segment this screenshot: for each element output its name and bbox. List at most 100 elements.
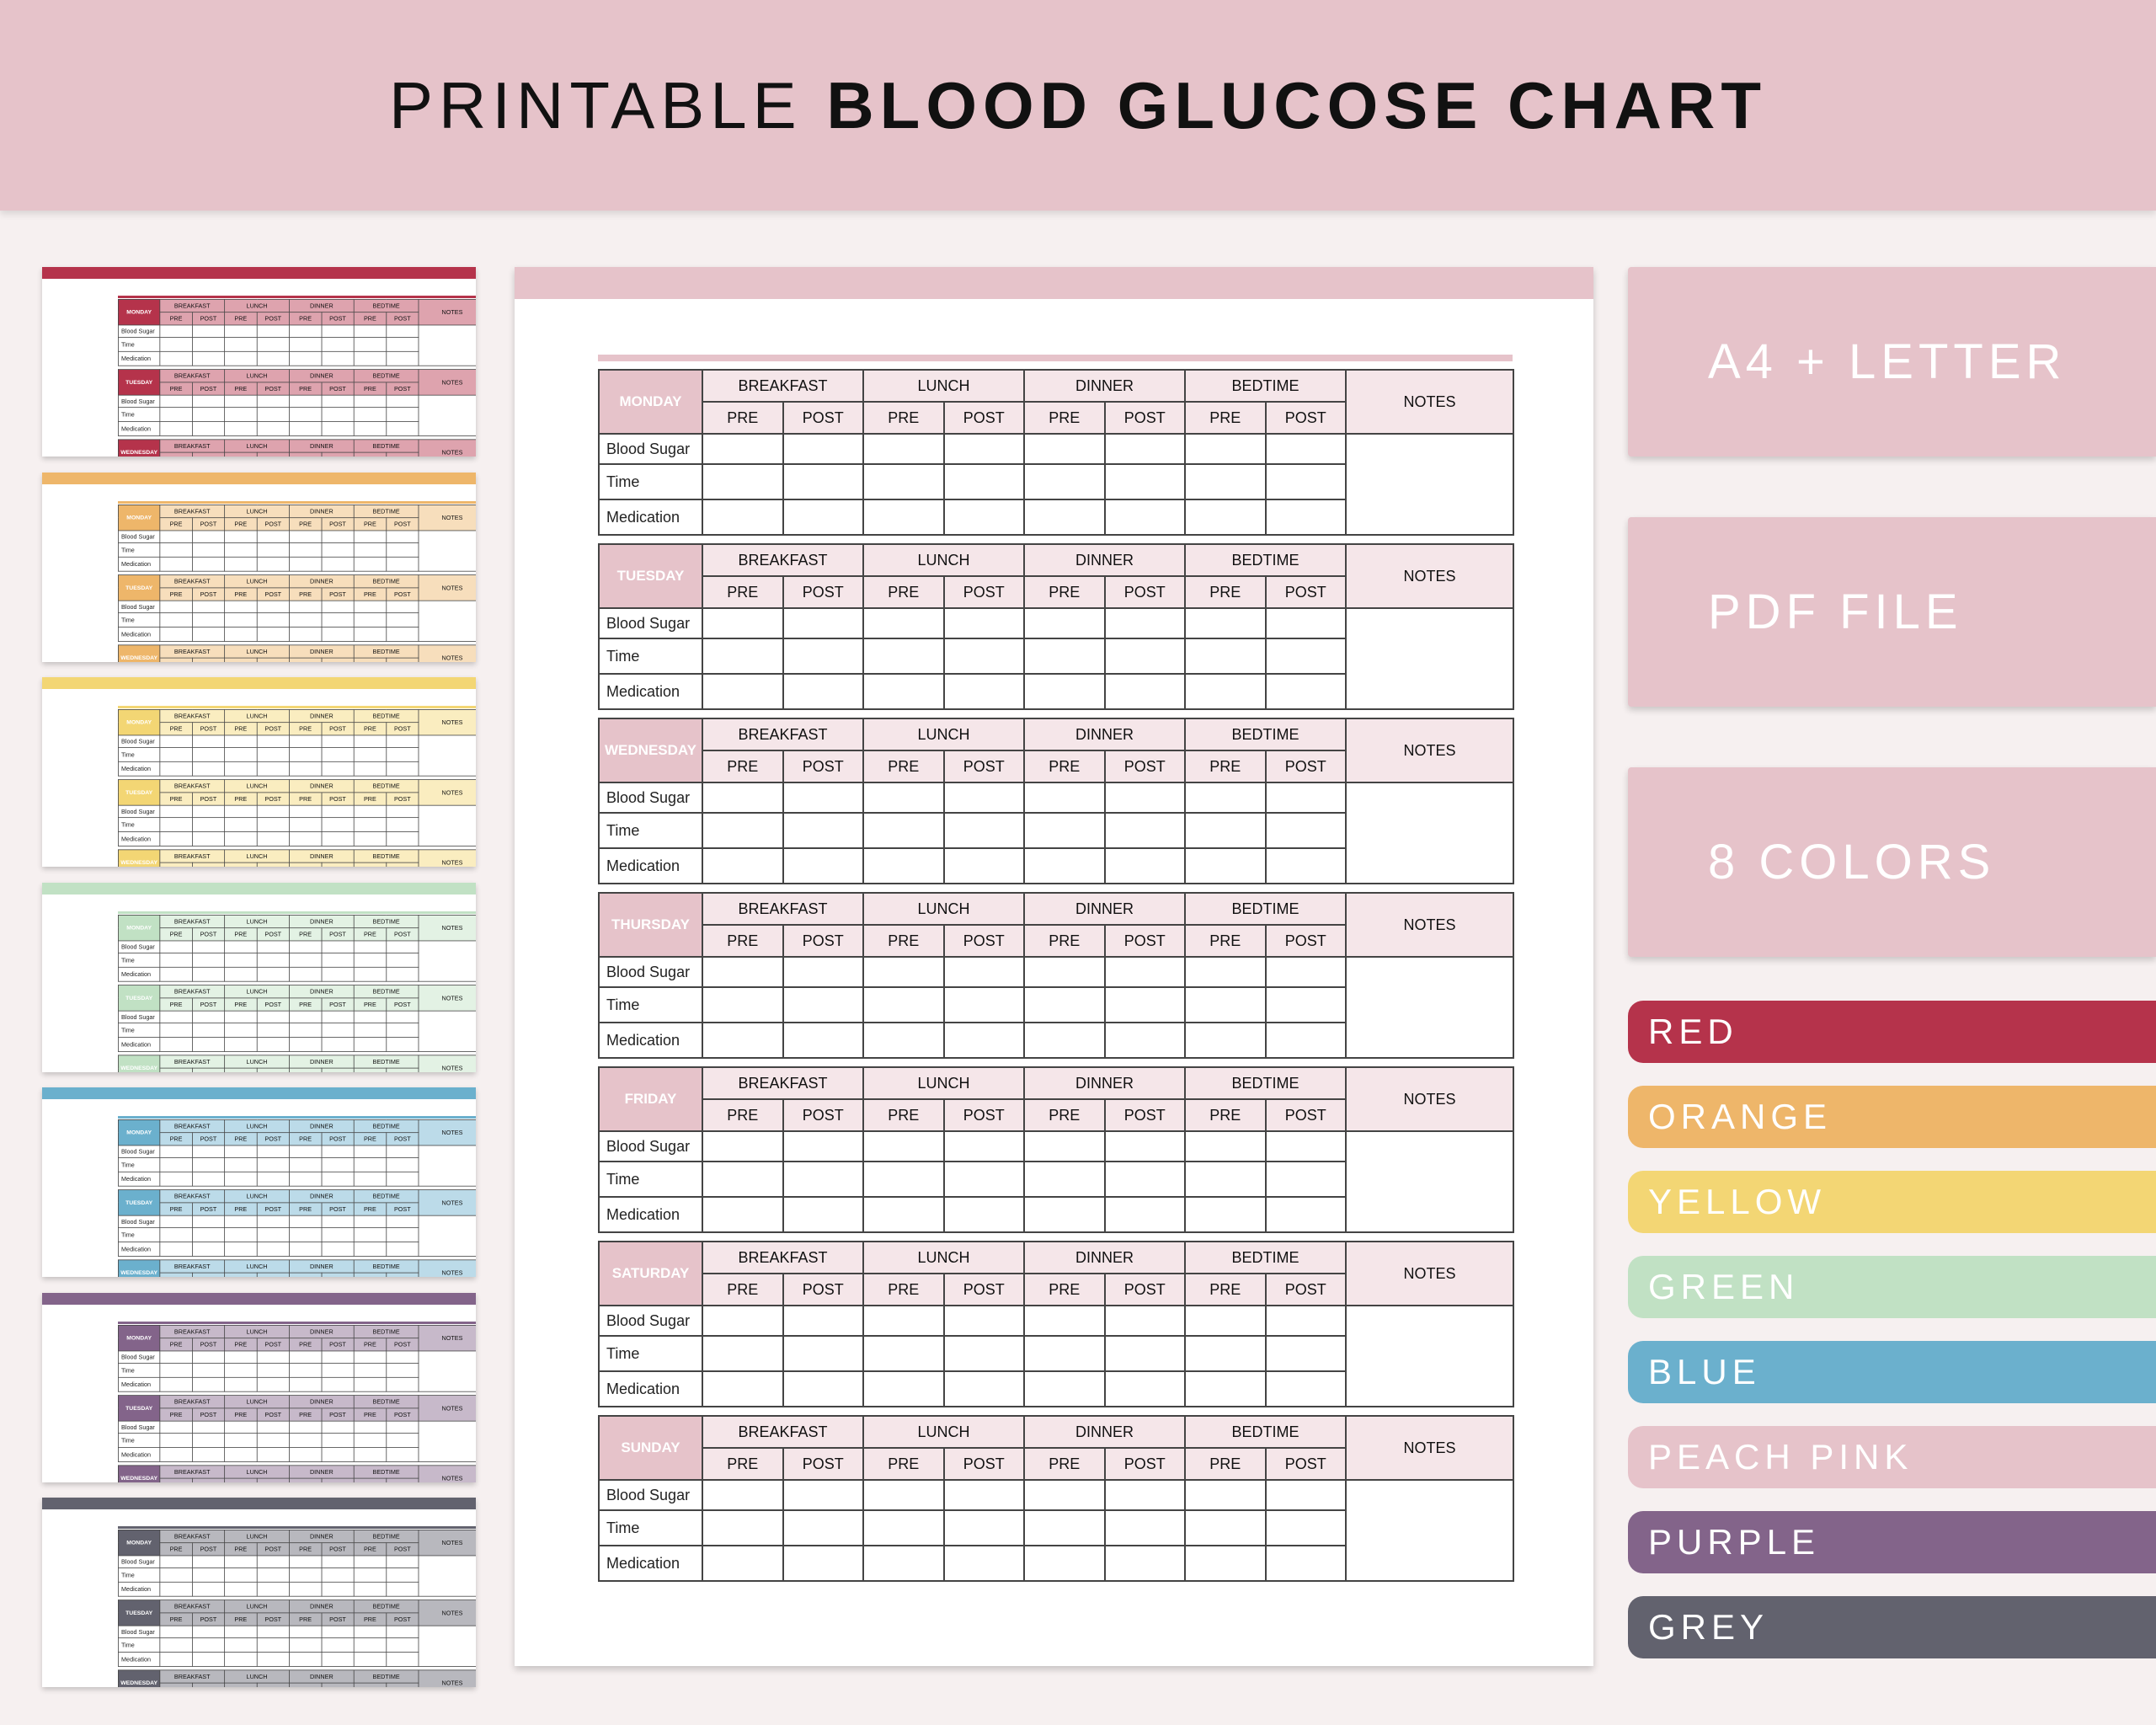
entry-cell[interactable]	[942, 847, 1026, 884]
entry-cell[interactable]	[321, 831, 355, 846]
entry-cell[interactable]	[321, 966, 355, 982]
entry-cell[interactable]	[386, 530, 419, 543]
entry-cell[interactable]	[321, 1022, 355, 1038]
entry-cell[interactable]	[289, 394, 323, 409]
entry-cell[interactable]	[224, 407, 258, 422]
entry-cell[interactable]	[942, 1370, 1026, 1407]
entry-cell[interactable]	[1023, 499, 1106, 536]
entry-cell[interactable]	[702, 607, 784, 639]
entry-cell[interactable]	[353, 611, 387, 628]
entry-cell[interactable]	[1103, 986, 1187, 1023]
entry-cell[interactable]	[289, 324, 323, 338]
entry-cell[interactable]	[224, 324, 258, 338]
entry-cell[interactable]	[321, 1350, 355, 1364]
entry-cell[interactable]	[159, 747, 193, 762]
entry-cell[interactable]	[256, 337, 290, 352]
entry-cell[interactable]	[224, 600, 258, 613]
entry-cell[interactable]	[1264, 986, 1348, 1023]
entry-cell[interactable]	[159, 1010, 193, 1023]
entry-cell[interactable]	[353, 556, 387, 572]
entry-cell[interactable]	[353, 1157, 387, 1172]
entry-cell[interactable]	[159, 407, 193, 422]
entry-cell[interactable]	[159, 1157, 193, 1172]
entry-cell[interactable]	[224, 940, 258, 953]
entry-cell[interactable]	[191, 556, 226, 572]
entry-cell[interactable]	[159, 1555, 193, 1568]
entry-cell[interactable]	[942, 1161, 1026, 1198]
entry-cell[interactable]	[386, 350, 419, 366]
entry-cell[interactable]	[1264, 1545, 1348, 1582]
entry-cell[interactable]	[862, 638, 945, 675]
entry-cell[interactable]	[256, 1420, 290, 1434]
entry-cell[interactable]	[256, 1446, 290, 1462]
entry-cell[interactable]	[942, 1130, 1026, 1162]
entry-cell[interactable]	[289, 1637, 323, 1653]
entry-cell[interactable]	[1023, 1196, 1106, 1233]
entry-cell[interactable]	[1184, 1479, 1267, 1511]
entry-cell[interactable]	[353, 337, 387, 352]
entry-cell[interactable]	[942, 782, 1026, 814]
entry-cell[interactable]	[289, 600, 323, 613]
entry-cell[interactable]	[353, 324, 387, 338]
notes-cell[interactable]	[418, 1215, 476, 1257]
entry-cell[interactable]	[702, 1370, 784, 1407]
entry-cell[interactable]	[321, 542, 355, 558]
entry-cell[interactable]	[159, 1567, 193, 1583]
entry-cell[interactable]	[353, 761, 387, 777]
entry-cell[interactable]	[256, 1350, 290, 1364]
entry-cell[interactable]	[353, 1036, 387, 1052]
entry-cell[interactable]	[321, 1215, 355, 1229]
entry-cell[interactable]	[224, 1567, 258, 1583]
entry-cell[interactable]	[782, 1130, 864, 1162]
entry-cell[interactable]	[321, 611, 355, 628]
entry-cell[interactable]	[942, 1479, 1026, 1511]
entry-cell[interactable]	[353, 1350, 387, 1364]
entry-cell[interactable]	[191, 337, 226, 352]
entry-cell[interactable]	[1184, 812, 1267, 849]
entry-cell[interactable]	[353, 1567, 387, 1583]
entry-cell[interactable]	[191, 1145, 226, 1158]
entry-cell[interactable]	[224, 952, 258, 968]
entry-cell[interactable]	[159, 337, 193, 352]
entry-cell[interactable]	[1184, 1196, 1267, 1233]
entry-cell[interactable]	[256, 1022, 290, 1038]
entry-cell[interactable]	[386, 1215, 419, 1229]
entry-cell[interactable]	[353, 1362, 387, 1378]
entry-cell[interactable]	[256, 407, 290, 422]
entry-cell[interactable]	[702, 956, 784, 988]
entry-cell[interactable]	[1103, 847, 1187, 884]
entry-cell[interactable]	[1184, 673, 1267, 710]
entry-cell[interactable]	[256, 1567, 290, 1583]
notes-cell[interactable]	[1345, 1479, 1515, 1582]
entry-cell[interactable]	[224, 817, 258, 832]
notes-cell[interactable]	[418, 1420, 476, 1462]
entry-cell[interactable]	[942, 1335, 1026, 1372]
entry-cell[interactable]	[321, 530, 355, 543]
entry-cell[interactable]	[1023, 433, 1106, 465]
entry-cell[interactable]	[224, 350, 258, 366]
entry-cell[interactable]	[224, 734, 258, 748]
entry-cell[interactable]	[321, 1581, 355, 1597]
entry-cell[interactable]	[256, 1637, 290, 1653]
entry-cell[interactable]	[256, 940, 290, 953]
entry-cell[interactable]	[386, 1420, 419, 1434]
entry-cell[interactable]	[191, 350, 226, 366]
entry-cell[interactable]	[256, 952, 290, 968]
entry-cell[interactable]	[386, 542, 419, 558]
entry-cell[interactable]	[353, 1215, 387, 1229]
entry-cell[interactable]	[353, 1581, 387, 1597]
entry-cell[interactable]	[862, 1161, 945, 1198]
entry-cell[interactable]	[289, 1581, 323, 1597]
entry-cell[interactable]	[862, 782, 945, 814]
entry-cell[interactable]	[942, 1545, 1026, 1582]
entry-cell[interactable]	[1184, 463, 1267, 500]
entry-cell[interactable]	[159, 1215, 193, 1229]
entry-cell[interactable]	[862, 1370, 945, 1407]
entry-cell[interactable]	[191, 530, 226, 543]
entry-cell[interactable]	[224, 831, 258, 846]
entry-cell[interactable]	[224, 1362, 258, 1378]
entry-cell[interactable]	[321, 1555, 355, 1568]
entry-cell[interactable]	[862, 847, 945, 884]
entry-cell[interactable]	[782, 986, 864, 1023]
entry-cell[interactable]	[386, 600, 419, 613]
